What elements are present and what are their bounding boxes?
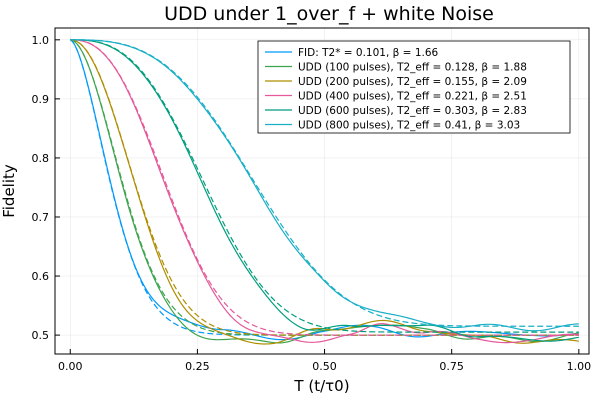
- plot-frame: [54, 27, 590, 355]
- axis-ticks: 0.00 0.25 0.50 0.75 1.00 0.5 0.6 0.7 0.8 0.9 1.0: [32, 34, 592, 373]
- y-tick-label: 0.5: [32, 329, 50, 342]
- legend-label-1: UDD (100 pulses), T2_eff = 0.128, β = 1.…: [298, 62, 527, 74]
- x-axis-title: T (t/τ0): [293, 377, 349, 395]
- y-axis-title: Fidelity: [0, 164, 18, 218]
- x-tick-label: 1.00: [567, 360, 592, 373]
- legend-label-0: FID: T2* = 0.101, β = 1.66: [298, 47, 439, 59]
- series-line-5: [70, 39, 579, 332]
- legend-box: [257, 40, 571, 134]
- legend-label-5: UDD (800 pulses), T2_eff = 0.41, β = 3.0…: [298, 120, 520, 132]
- series-lines: [69, 39, 579, 345]
- y-tick-label: 0.9: [32, 93, 50, 106]
- y-tick-label: 0.8: [32, 152, 50, 165]
- series-fit-line-5: [70, 39, 579, 327]
- legend-label-2: UDD (200 pulses), T2_eff = 0.155, β = 2.…: [298, 76, 527, 88]
- series-line-4: [70, 39, 579, 342]
- y-tick-label: 1.0: [32, 34, 50, 47]
- series-fit-line-1: [70, 39, 579, 336]
- series-line-0: [69, 39, 579, 341]
- legend-label-4: UDD (600 pulses), T2_eff = 0.303, β = 2.…: [298, 105, 527, 117]
- legend-label-3: UDD (400 pulses), T2_eff = 0.221, β = 2.…: [298, 91, 527, 103]
- x-tick-label: 0.00: [58, 360, 83, 373]
- x-tick-label: 0.50: [312, 360, 337, 373]
- y-tick-label: 0.6: [32, 270, 50, 283]
- legend: FID: T2* = 0.101, β = 1.66 UDD (100 pulse…: [257, 40, 571, 134]
- series-fit-line-3: [70, 39, 579, 336]
- series-line-3: [70, 39, 579, 344]
- series-fit-line-4: [70, 39, 579, 333]
- chart-title: UDD under 1_over_f + white Noise: [164, 3, 494, 25]
- y-tick-label: 0.7: [32, 211, 50, 224]
- x-tick-label: 0.25: [185, 360, 210, 373]
- x-tick-label: 0.75: [439, 360, 464, 373]
